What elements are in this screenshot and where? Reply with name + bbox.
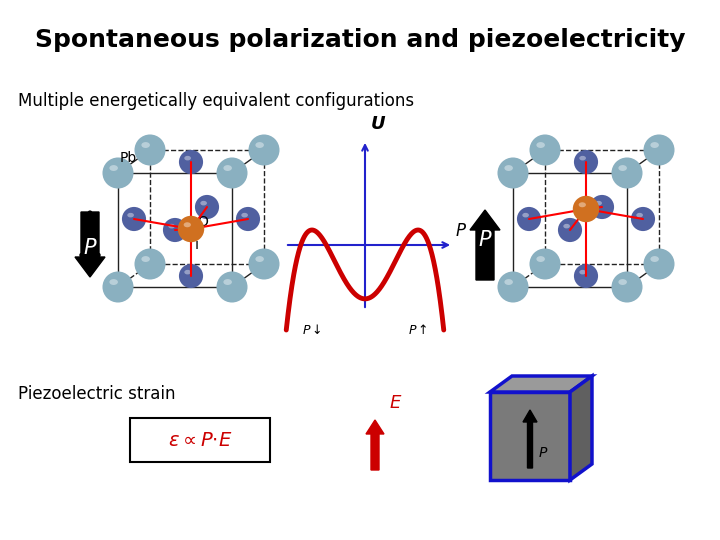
Circle shape	[248, 134, 279, 166]
Text: $E$: $E$	[389, 394, 402, 412]
Circle shape	[611, 158, 642, 188]
Circle shape	[529, 134, 561, 166]
Circle shape	[179, 150, 203, 174]
Ellipse shape	[223, 165, 232, 171]
Text: $P\uparrow$: $P\uparrow$	[408, 323, 428, 337]
Ellipse shape	[256, 256, 264, 262]
FancyBboxPatch shape	[130, 418, 270, 462]
Text: Spontaneous polarization and piezoelectricity: Spontaneous polarization and piezoelectr…	[35, 28, 685, 52]
Circle shape	[611, 272, 642, 302]
Polygon shape	[570, 376, 592, 480]
Ellipse shape	[223, 279, 232, 285]
Ellipse shape	[636, 213, 643, 218]
Ellipse shape	[580, 156, 586, 160]
Ellipse shape	[184, 270, 191, 274]
Circle shape	[631, 207, 655, 231]
Circle shape	[102, 272, 133, 302]
Text: $\it{P}$: $\it{P}$	[83, 238, 97, 258]
FancyArrow shape	[470, 210, 500, 280]
Ellipse shape	[168, 224, 175, 228]
FancyArrow shape	[366, 420, 384, 470]
Circle shape	[122, 207, 146, 231]
Ellipse shape	[141, 142, 150, 148]
Ellipse shape	[522, 213, 529, 218]
Text: Pb: Pb	[120, 151, 138, 165]
FancyArrow shape	[75, 212, 105, 277]
Ellipse shape	[536, 142, 545, 148]
Circle shape	[573, 196, 599, 222]
Circle shape	[574, 150, 598, 174]
Circle shape	[517, 207, 541, 231]
Ellipse shape	[184, 156, 191, 160]
Ellipse shape	[579, 202, 586, 207]
Text: $\it{P}$: $\it{P}$	[69, 228, 86, 252]
Ellipse shape	[618, 165, 627, 171]
Circle shape	[574, 264, 598, 288]
Ellipse shape	[184, 222, 191, 227]
Ellipse shape	[563, 224, 570, 228]
Circle shape	[135, 134, 166, 166]
Circle shape	[558, 218, 582, 242]
Text: Ti: Ti	[187, 238, 199, 252]
Text: $\it{P}$: $\it{P}$	[478, 230, 492, 250]
Polygon shape	[490, 376, 592, 392]
Ellipse shape	[109, 279, 118, 285]
Ellipse shape	[650, 142, 659, 148]
Circle shape	[217, 158, 248, 188]
Ellipse shape	[141, 256, 150, 262]
Circle shape	[195, 195, 219, 219]
Ellipse shape	[200, 201, 207, 205]
Circle shape	[163, 218, 187, 242]
Ellipse shape	[127, 213, 134, 218]
Circle shape	[217, 272, 248, 302]
Ellipse shape	[256, 142, 264, 148]
Circle shape	[498, 158, 528, 188]
Circle shape	[529, 248, 561, 280]
Polygon shape	[490, 392, 570, 480]
Ellipse shape	[505, 279, 513, 285]
Text: $P$: $P$	[538, 446, 549, 460]
Circle shape	[644, 134, 675, 166]
Ellipse shape	[650, 256, 659, 262]
Ellipse shape	[618, 279, 627, 285]
Ellipse shape	[536, 256, 545, 262]
Circle shape	[178, 216, 204, 242]
Text: O: O	[197, 215, 208, 229]
Circle shape	[179, 264, 203, 288]
Text: Multiple energetically equivalent configurations: Multiple energetically equivalent config…	[18, 92, 414, 110]
Text: $\varepsilon \propto P{\cdot}E$: $\varepsilon \propto P{\cdot}E$	[168, 430, 232, 449]
Circle shape	[236, 207, 260, 231]
Text: $P$: $P$	[455, 222, 467, 240]
Text: $\boldsymbol{U}$: $\boldsymbol{U}$	[370, 115, 386, 133]
Circle shape	[498, 272, 528, 302]
Ellipse shape	[580, 270, 586, 274]
Circle shape	[590, 195, 614, 219]
Ellipse shape	[241, 213, 248, 218]
FancyArrow shape	[523, 410, 537, 468]
Circle shape	[248, 248, 279, 280]
Circle shape	[135, 248, 166, 280]
Ellipse shape	[595, 201, 602, 205]
Text: $P\downarrow$: $P\downarrow$	[302, 323, 322, 337]
Circle shape	[102, 158, 133, 188]
Ellipse shape	[505, 165, 513, 171]
Ellipse shape	[109, 165, 118, 171]
Text: Piezoelectric strain: Piezoelectric strain	[18, 385, 176, 403]
Circle shape	[644, 248, 675, 280]
